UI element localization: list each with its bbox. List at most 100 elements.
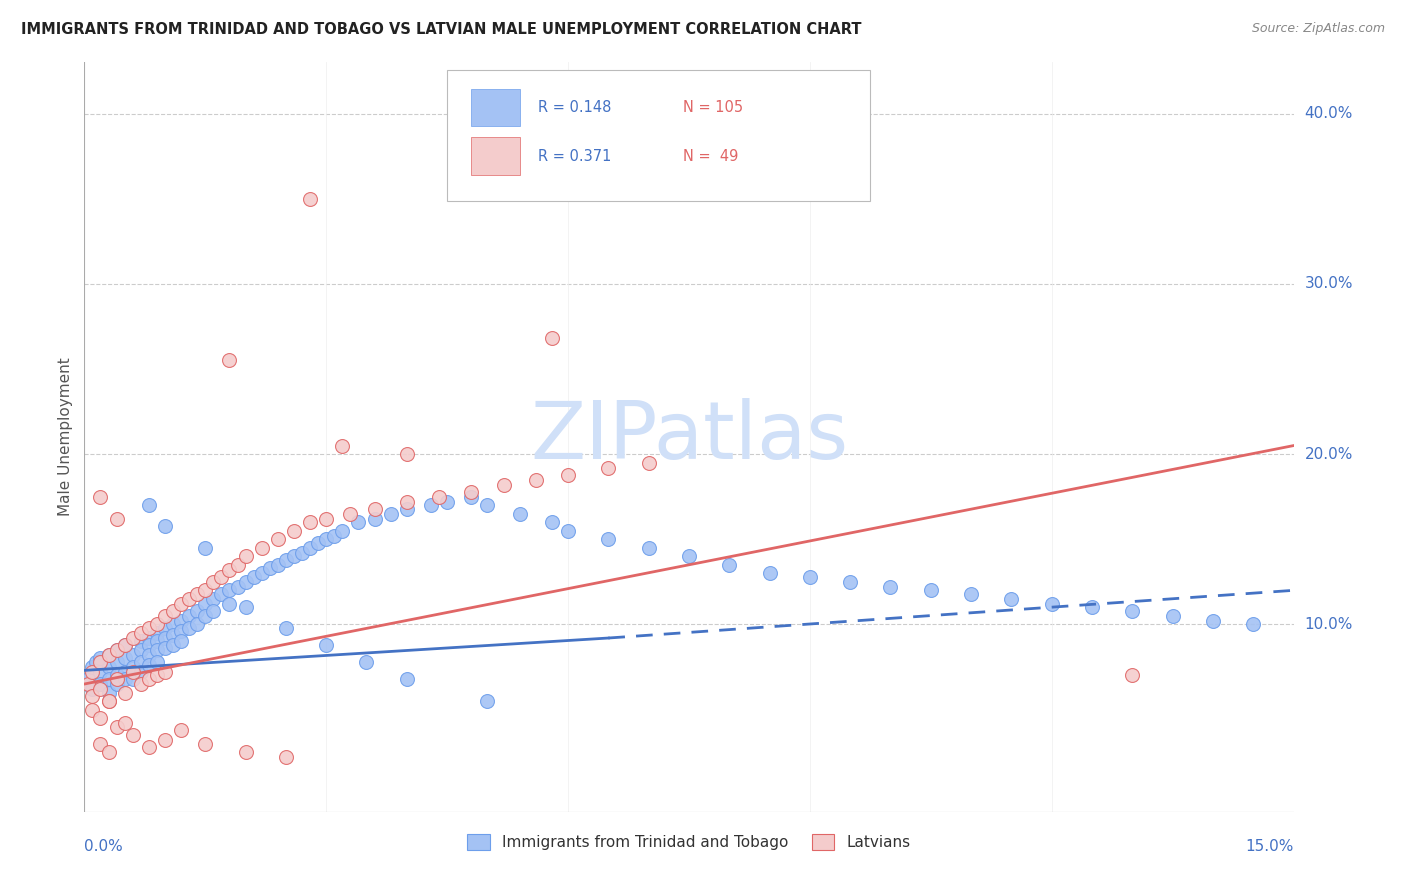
Point: [1241, 617, 1264, 632]
Point: [129, 665, 152, 679]
Point: [291, 546, 314, 560]
Point: [129, 634, 152, 648]
Point: [557, 467, 579, 482]
Point: [339, 507, 361, 521]
Point: [121, 648, 143, 662]
Point: [1121, 668, 1143, 682]
Point: [315, 512, 337, 526]
Point: [129, 643, 152, 657]
Point: [97, 694, 120, 708]
Point: [82, 682, 104, 697]
Point: [1081, 600, 1104, 615]
Point: [114, 638, 136, 652]
Point: [356, 655, 378, 669]
Point: [718, 558, 741, 572]
Point: [395, 447, 418, 461]
Point: [77, 677, 100, 691]
Point: [1161, 608, 1184, 623]
Point: [82, 702, 104, 716]
Point: [209, 587, 232, 601]
Point: [274, 750, 297, 764]
Point: [194, 737, 217, 751]
Point: [235, 574, 257, 589]
Point: [89, 737, 111, 751]
Point: [250, 541, 273, 555]
Point: [138, 658, 160, 673]
Point: [879, 580, 901, 594]
Point: [315, 638, 337, 652]
Legend: Immigrants from Trinidad and Tobago, Latvians: Immigrants from Trinidad and Tobago, Lat…: [461, 829, 917, 856]
Text: Source: ZipAtlas.com: Source: ZipAtlas.com: [1251, 22, 1385, 36]
Point: [637, 456, 659, 470]
Point: [492, 477, 515, 491]
Point: [179, 608, 201, 623]
Point: [89, 711, 111, 725]
Point: [97, 694, 120, 708]
Point: [274, 621, 297, 635]
Bar: [471, 137, 520, 175]
Point: [89, 677, 111, 691]
Point: [541, 331, 564, 345]
Point: [218, 563, 240, 577]
Point: [1040, 597, 1063, 611]
Point: [380, 507, 402, 521]
Point: [330, 439, 353, 453]
Point: [524, 473, 547, 487]
Point: [138, 631, 160, 645]
Text: IMMIGRANTS FROM TRINIDAD AND TOBAGO VS LATVIAN MALE UNEMPLOYMENT CORRELATION CHA: IMMIGRANTS FROM TRINIDAD AND TOBAGO VS L…: [21, 22, 862, 37]
Point: [226, 558, 249, 572]
Point: [235, 549, 257, 564]
Point: [97, 745, 120, 759]
Point: [97, 648, 120, 662]
Point: [153, 621, 176, 635]
Point: [170, 634, 193, 648]
Point: [153, 641, 176, 656]
Point: [395, 495, 418, 509]
Point: [250, 566, 273, 581]
Point: [89, 682, 111, 697]
Point: [347, 515, 370, 529]
Point: [114, 685, 136, 699]
Point: [557, 524, 579, 538]
Point: [186, 617, 208, 632]
Point: [89, 490, 111, 504]
Point: [82, 689, 104, 703]
Point: [105, 655, 128, 669]
Point: [758, 566, 780, 581]
Text: 10.0%: 10.0%: [1305, 617, 1353, 632]
Point: [162, 604, 184, 618]
Point: [395, 501, 418, 516]
Point: [299, 515, 322, 529]
Point: [509, 507, 531, 521]
Point: [541, 515, 564, 529]
Point: [427, 490, 450, 504]
Point: [179, 591, 201, 606]
Point: [105, 643, 128, 657]
Point: [170, 624, 193, 639]
Point: [202, 604, 225, 618]
Point: [242, 570, 264, 584]
Text: R = 0.148: R = 0.148: [538, 100, 612, 115]
Text: 20.0%: 20.0%: [1305, 447, 1353, 461]
Point: [153, 733, 176, 747]
Point: [162, 638, 184, 652]
Point: [138, 621, 160, 635]
Point: [121, 672, 143, 686]
Point: [114, 638, 136, 652]
Point: [259, 561, 281, 575]
Point: [89, 655, 111, 669]
Point: [179, 621, 201, 635]
Point: [138, 672, 160, 686]
Point: [105, 512, 128, 526]
Point: [153, 665, 176, 679]
Point: [283, 524, 305, 538]
Point: [97, 660, 120, 674]
Text: 15.0%: 15.0%: [1246, 839, 1294, 855]
Point: [598, 533, 620, 547]
Point: [114, 716, 136, 731]
Text: N = 105: N = 105: [683, 100, 742, 115]
Point: [146, 626, 169, 640]
Point: [920, 583, 942, 598]
Point: [267, 558, 290, 572]
Point: [82, 665, 104, 679]
